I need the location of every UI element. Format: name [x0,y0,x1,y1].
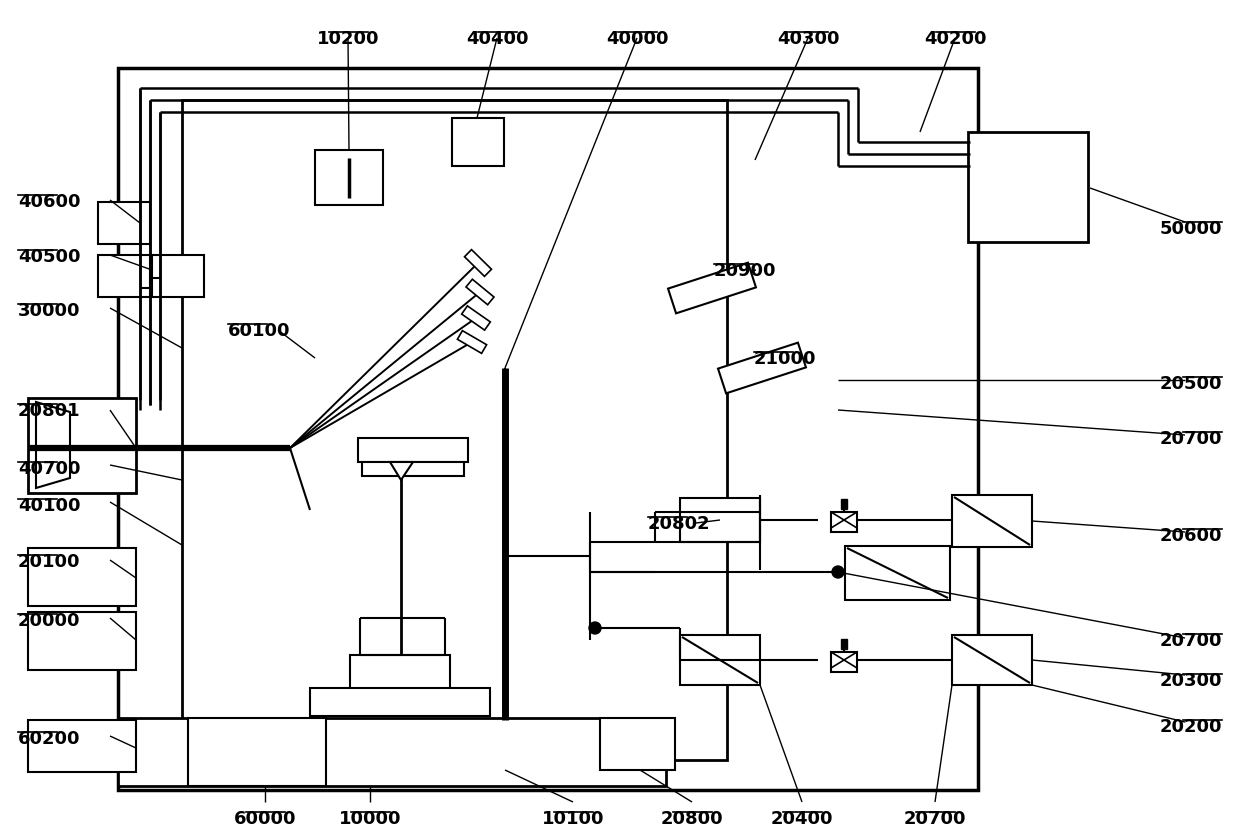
Bar [453,118,503,166]
Bar [29,720,136,772]
Bar [29,548,136,606]
Bar [952,495,1032,547]
Bar [29,398,136,493]
Text: 60000: 60000 [234,810,296,828]
Text: 20700: 20700 [1159,430,1221,448]
Bar [841,639,847,649]
Text: 10100: 10100 [542,810,604,828]
Bar [315,150,383,205]
Bar [310,688,490,716]
Bar [153,255,205,297]
Text: 40200: 40200 [924,30,986,48]
Text: 10000: 10000 [339,810,402,828]
Polygon shape [458,330,486,354]
Text: 40600: 40600 [19,193,81,211]
Text: 30000: 30000 [19,302,81,320]
Bar [831,652,857,672]
Text: 40000: 40000 [606,30,668,48]
Bar [680,498,760,542]
Text: 20801: 20801 [19,402,81,420]
Bar [182,100,727,760]
Polygon shape [391,462,413,480]
Polygon shape [718,343,806,394]
Text: 40500: 40500 [19,248,81,266]
Polygon shape [466,279,494,305]
Text: 20000: 20000 [19,612,81,630]
Bar [831,512,857,532]
Bar [358,438,467,462]
Text: 20900: 20900 [714,262,776,280]
Text: 50000: 50000 [1159,220,1221,238]
Text: 60200: 60200 [19,730,81,748]
Text: 20500: 20500 [1159,375,1221,393]
Circle shape [832,566,844,578]
Text: 40300: 40300 [776,30,839,48]
Bar [841,499,847,509]
Text: 20600: 20600 [1159,527,1221,545]
Bar [600,718,675,770]
Bar [486,720,526,770]
Bar [362,462,464,476]
Text: 10200: 10200 [316,30,379,48]
Bar [968,132,1087,242]
Text: 20400: 20400 [771,810,833,828]
Bar [98,202,150,244]
Text: 40400: 40400 [466,30,528,48]
Text: 60100: 60100 [228,322,290,340]
Text: 20100: 20100 [19,553,81,571]
Text: 20802: 20802 [649,515,711,533]
Text: 40100: 40100 [19,497,81,515]
Text: 20800: 20800 [661,810,723,828]
Polygon shape [36,402,69,488]
Bar [952,635,1032,685]
Bar [844,546,950,600]
Bar [188,718,326,786]
Text: 20700: 20700 [1159,632,1221,650]
Text: 20200: 20200 [1159,718,1221,736]
Circle shape [589,622,601,634]
Text: 20300: 20300 [1159,672,1221,690]
Bar [680,635,760,685]
Bar [98,255,150,297]
Text: 20700: 20700 [904,810,966,828]
Bar [118,68,978,790]
Bar [350,655,450,690]
Text: 40700: 40700 [19,460,81,478]
Text: 21000: 21000 [754,350,816,368]
Bar [118,718,666,786]
Bar [29,612,136,670]
Polygon shape [461,306,490,330]
Polygon shape [668,263,756,314]
Polygon shape [465,250,491,277]
